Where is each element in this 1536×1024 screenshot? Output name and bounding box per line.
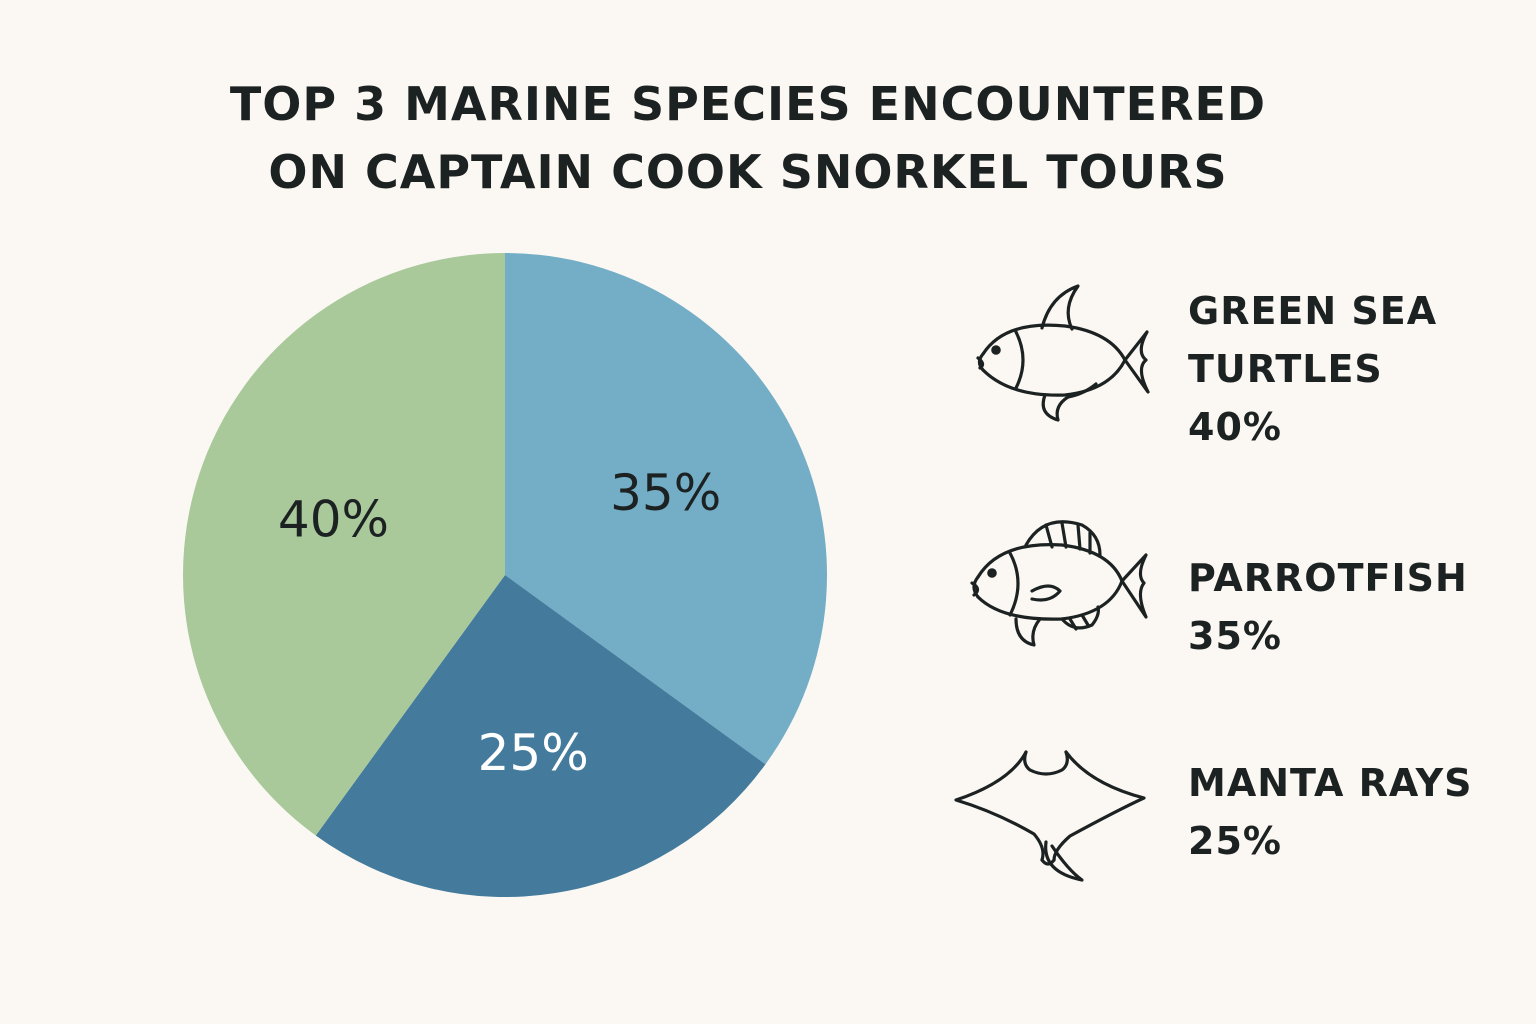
- legend-item-green-sea-turtles: GREEN SEA TURTLES 40%: [950, 282, 1510, 462]
- pie-slice-parrotfish: [505, 253, 827, 765]
- pie-slice-green-sea-turtles: [183, 253, 505, 836]
- legend-name-line: GREEN SEA: [1188, 289, 1438, 333]
- pie-slice-manta-rays: [315, 575, 766, 898]
- legend-name-line: TURTLES: [1188, 347, 1383, 391]
- legend-name-line: MANTA RAYS: [1188, 761, 1473, 805]
- legend-item-parrotfish: PARROTFISH 35%: [950, 515, 1510, 695]
- legend-name-line: PARROTFISH: [1188, 556, 1468, 600]
- pie-slice-label: 40%: [278, 490, 389, 548]
- parrotfish-icon: [970, 520, 1148, 647]
- chart-title-line-1: TOP 3 MARINE SPECIES ENCOUNTERED: [229, 77, 1267, 131]
- manta-ray-icon: [954, 750, 1146, 882]
- legend-percent: 25%: [1188, 819, 1282, 863]
- legend-percent: 40%: [1188, 405, 1282, 449]
- legend-percent: 35%: [1188, 614, 1282, 658]
- pie-slice-label: 35%: [610, 464, 721, 522]
- fish-icon: [976, 284, 1150, 422]
- chart-title-line-2: ON CAPTAIN COOK SNORKEL TOURS: [268, 145, 1228, 199]
- legend-item-manta-rays: MANTA RAYS 25%: [950, 742, 1510, 922]
- pie-slice-label: 25%: [478, 724, 589, 782]
